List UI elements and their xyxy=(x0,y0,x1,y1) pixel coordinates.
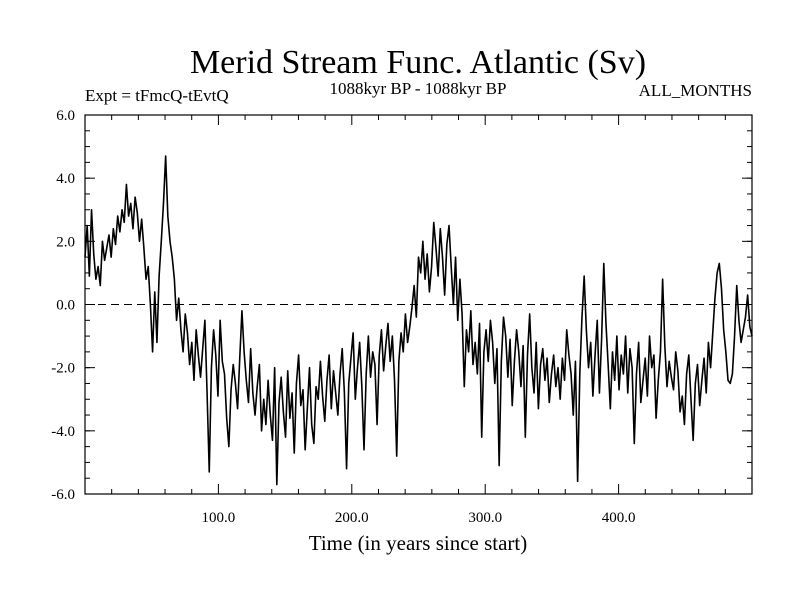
series-line xyxy=(84,155,753,486)
x-axis-label: Time (in years since start) xyxy=(309,531,528,555)
y-axis: -6.0 -4.0 -2.0 0.0 2.0 4.0 6.0 xyxy=(51,108,752,503)
x-tick-label: 300.0 xyxy=(468,510,502,526)
y-tick-label: 2.0 xyxy=(56,234,75,250)
y-tick-label: 0.0 xyxy=(56,298,75,314)
y-tick-label: 6.0 xyxy=(56,108,75,124)
y-tick-label: 4.0 xyxy=(56,171,75,187)
chart-title: Merid Stream Func. Atlantic (Sv) xyxy=(190,44,646,81)
x-axis: 100.0 200.0 300.0 400.0 xyxy=(111,115,726,526)
months-label: ALL_MONTHS xyxy=(639,81,752,100)
x-tick-label: 200.0 xyxy=(335,510,369,526)
y-tick-label: -2.0 xyxy=(51,361,75,377)
y-tick-label: -4.0 xyxy=(51,424,75,440)
x-tick-label: 400.0 xyxy=(602,510,636,526)
experiment-label: Expt = tFmcQ-tEvtQ xyxy=(85,86,229,105)
x-tick-label: 100.0 xyxy=(202,510,236,526)
time-range-label: 1088kyr BP - 1088kyr BP xyxy=(330,79,507,98)
y-tick-label: -6.0 xyxy=(51,487,75,503)
